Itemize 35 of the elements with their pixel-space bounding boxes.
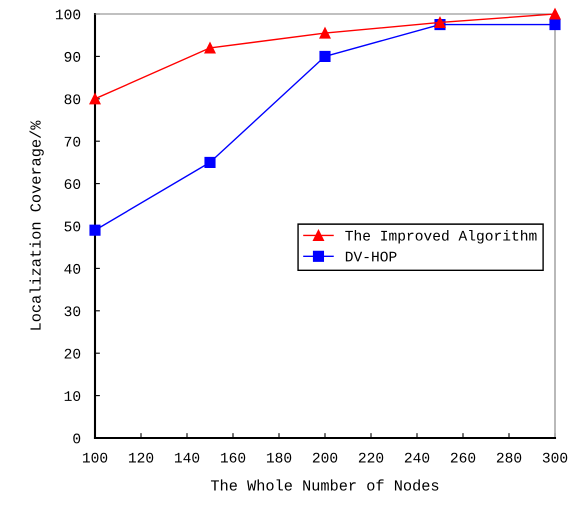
y-tick-label: 10 — [64, 391, 80, 402]
x-tick-label: 220 — [358, 452, 384, 463]
legend-label: The Improved Algorithm — [345, 230, 537, 244]
x-axis-title: The Whole Number of Nodes — [210, 479, 438, 491]
point — [549, 19, 561, 30]
x-tick-label: 160 — [220, 452, 246, 463]
x-tick-label: 180 — [266, 452, 292, 463]
point — [204, 42, 216, 54]
point — [319, 50, 331, 62]
x-tick-label: 240 — [404, 452, 430, 463]
y-tick-label: 70 — [64, 136, 80, 147]
y-axis-title: Localization Coverage/% — [30, 120, 44, 330]
legend-label: DV-HOP — [346, 252, 396, 262]
point — [89, 93, 101, 104]
x-tick-label: 200 — [312, 452, 338, 463]
point — [89, 224, 101, 236]
y-tick-label: 80 — [64, 94, 80, 104]
x-tick-label: 260 — [450, 452, 476, 463]
y-tick-label: 40 — [64, 264, 80, 274]
y-tick-label: 90 — [64, 52, 80, 62]
x-tick-label: 100 — [82, 452, 108, 463]
y-tick-label: 100 — [56, 10, 80, 20]
x-tick-label: 140 — [174, 452, 200, 463]
point — [434, 16, 446, 28]
x-tick-label: 280 — [496, 452, 522, 463]
y-tick-label: 0 — [73, 434, 80, 444]
y-tick-label: 20 — [64, 348, 80, 359]
point — [549, 8, 561, 20]
x-tick-label: 300 — [542, 452, 568, 463]
y-tick-label: 50 — [64, 222, 80, 232]
point — [319, 28, 331, 39]
y-tick-label: 60 — [64, 179, 80, 190]
y-tick-label: 30 — [64, 306, 80, 316]
x-tick-label: 120 — [128, 452, 154, 463]
point — [204, 156, 216, 168]
